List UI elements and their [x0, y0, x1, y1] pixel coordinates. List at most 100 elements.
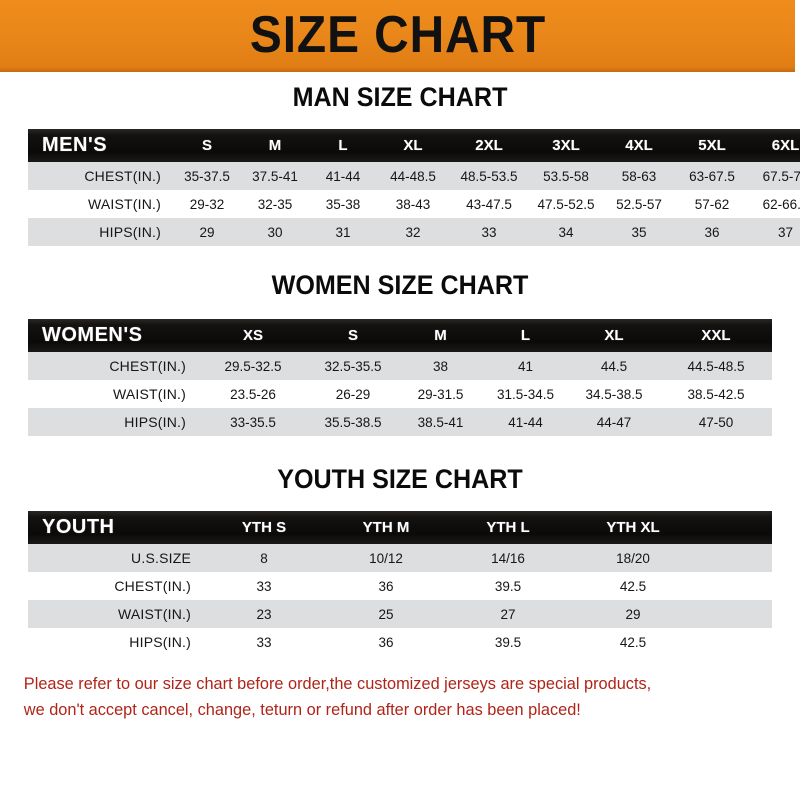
- cell-value: 32-35: [257, 196, 293, 212]
- cell-value: 23.5-26: [230, 386, 276, 402]
- cell-value: 53.5-58: [543, 168, 589, 184]
- cell-value: 44.5: [600, 358, 628, 374]
- cell-value: 35.5-38.5: [324, 414, 382, 430]
- cell-value: 43-47.5: [466, 196, 512, 212]
- table-row: WAIST(IN.) 23 25 27 29: [28, 600, 772, 628]
- man-size-chart: MEN'S S M L XL 2XL 3XL 4XL 5XL 6XL CHEST…: [28, 129, 800, 246]
- man-col-header: 4XL: [625, 137, 653, 154]
- cell-value: 44-48.5: [390, 168, 436, 184]
- women-col-header: XS: [242, 327, 263, 344]
- cell-value: 38.5-42.5: [687, 386, 745, 402]
- page-banner: SIZE CHART: [0, 0, 795, 72]
- cell-empty: [697, 628, 772, 656]
- table-row: CHEST(IN.) 35-37.5 37.5-41 41-44 44-48.5…: [28, 162, 800, 190]
- cell-value: 35: [631, 224, 647, 240]
- cell-value: 31: [335, 224, 351, 240]
- youth-col-header: YTH S: [241, 519, 287, 536]
- cell-value: 34: [558, 224, 574, 240]
- row-label: WAIST(IN.): [87, 196, 161, 212]
- cell-value: 14/16: [491, 550, 525, 566]
- women-col-header: XL: [604, 327, 624, 344]
- table-row: CHEST(IN.) 33 36 39.5 42.5: [28, 572, 772, 600]
- row-label: HIPS(IN.): [124, 414, 186, 430]
- cell-value: 37: [777, 224, 794, 240]
- table-row: CHEST(IN.) 29.5-32.5 32.5-35.5 38 41 44.…: [28, 352, 772, 380]
- row-label: HIPS(IN.): [129, 634, 191, 650]
- women-col-header: XXL: [701, 327, 731, 344]
- cell-value: 18/20: [616, 550, 650, 566]
- cell-value: 23: [256, 606, 272, 622]
- cell-empty: [697, 572, 772, 600]
- footer-line-2: we don't accept cancel, change, teturn o…: [23, 700, 581, 719]
- youth-table-header-row: YOUTH YTH S YTH M YTH L YTH XL: [28, 511, 772, 544]
- cell-value: 26-29: [335, 386, 371, 402]
- cell-value: 35-37.5: [184, 168, 230, 184]
- cell-value: 8: [260, 550, 268, 566]
- footer-line-1: Please refer to our size chart before or…: [23, 675, 652, 693]
- man-col-header: S: [201, 137, 212, 154]
- row-label: WAIST(IN.): [117, 606, 191, 622]
- cell-value: 27: [500, 606, 516, 622]
- cell-value: 67.5-72: [762, 168, 800, 184]
- cell-value: 33: [481, 224, 497, 240]
- cell-value: 58-63: [621, 168, 657, 184]
- cell-value: 36: [378, 578, 394, 594]
- women-size-table: WOMEN'S XS S M L XL XXL CHEST(IN.) 29.5-…: [28, 319, 772, 436]
- cell-value: 32.5-35.5: [324, 358, 382, 374]
- table-row: HIPS(IN.) 33 36 39.5 42.5: [28, 628, 772, 656]
- cell-value: 10/12: [369, 550, 403, 566]
- man-col-header: L: [338, 137, 348, 154]
- table-row: U.S.SIZE 8 10/12 14/16 18/20: [28, 544, 772, 572]
- youth-col-header: YTH M: [362, 519, 410, 536]
- youth-col-header: YTH L: [486, 519, 530, 536]
- cell-value: 62-66.5: [762, 196, 800, 212]
- cell-value: 29: [625, 606, 641, 622]
- youth-col-header-empty: [697, 511, 772, 544]
- man-col-header: XL: [403, 137, 423, 154]
- cell-value: 35-38: [325, 196, 361, 212]
- cell-value: 52.5-57: [616, 196, 662, 212]
- youth-size-table: YOUTH YTH S YTH M YTH L YTH XL U.S.SIZE …: [28, 511, 772, 656]
- cell-value: 47.5-52.5: [537, 196, 595, 212]
- table-row: HIPS(IN.) 29 30 31 32 33 34 35 36 37: [28, 218, 800, 246]
- cell-value: 47-50: [698, 414, 734, 430]
- cell-value: 48.5-53.5: [460, 168, 518, 184]
- row-label: HIPS(IN.): [99, 224, 161, 240]
- row-label: CHEST(IN.): [84, 168, 161, 184]
- cell-value: 25: [378, 606, 394, 622]
- row-label: CHEST(IN.): [109, 358, 186, 374]
- cell-value: 38.5-41: [417, 414, 464, 430]
- cell-value: 32: [405, 224, 421, 240]
- cell-value: 31.5-34.5: [496, 386, 555, 402]
- women-col-header: L: [520, 327, 531, 344]
- cell-value: 57-62: [694, 196, 730, 212]
- women-corner-label: WOMEN'S: [42, 324, 143, 346]
- cell-value: 63-67.5: [689, 168, 735, 184]
- table-row: WAIST(IN.) 29-32 32-35 35-38 38-43 43-47…: [28, 190, 800, 218]
- row-label: U.S.SIZE: [131, 550, 191, 566]
- table-row: WAIST(IN.) 23.5-26 26-29 29-31.5 31.5-34…: [28, 380, 772, 408]
- man-col-header: 3XL: [552, 137, 580, 154]
- cell-value: 37.5-41: [252, 168, 298, 184]
- cell-value: 29-31.5: [417, 386, 464, 402]
- cell-value: 44-47: [596, 414, 632, 430]
- cell-value: 33: [256, 578, 272, 594]
- women-col-header: S: [347, 327, 358, 344]
- cell-value: 39.5: [494, 634, 522, 650]
- section-title-man: MAN SIZE CHART: [292, 82, 508, 112]
- cell-value: 36: [704, 224, 720, 240]
- row-label: CHEST(IN.): [114, 578, 191, 594]
- women-size-chart: WOMEN'S XS S M L XL XXL CHEST(IN.) 29.5-…: [28, 319, 772, 436]
- man-col-header: 6XL: [771, 137, 800, 154]
- section-title-youth: YOUTH SIZE CHART: [277, 464, 523, 494]
- youth-size-chart: YOUTH YTH S YTH M YTH L YTH XL U.S.SIZE …: [28, 511, 772, 656]
- women-col-header: M: [434, 327, 447, 344]
- cell-value: 36: [378, 634, 394, 650]
- man-col-header: 5XL: [698, 137, 726, 154]
- section-title-women: WOMEN SIZE CHART: [271, 270, 529, 300]
- cell-value: 38-43: [395, 196, 431, 212]
- cell-value: 44.5-48.5: [687, 358, 745, 374]
- man-corner-label: MEN'S: [42, 134, 108, 156]
- cell-value: 42.5: [619, 634, 647, 650]
